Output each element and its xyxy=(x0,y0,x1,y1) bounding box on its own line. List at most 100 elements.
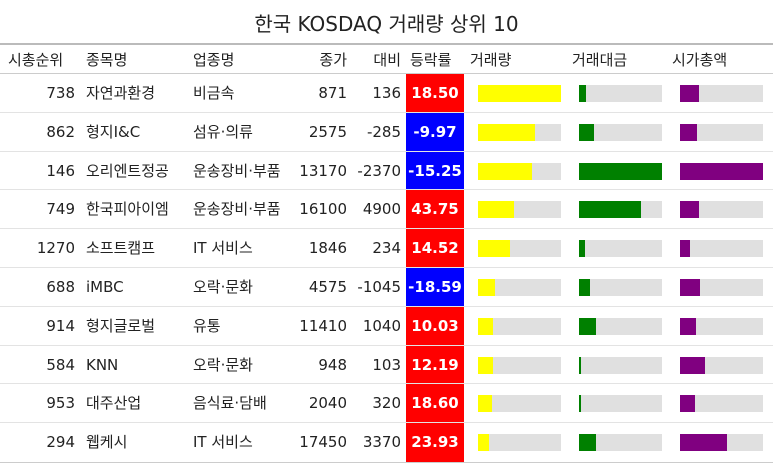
stock-name-cell: 대주산업 xyxy=(86,394,142,413)
change-cell: 1040 xyxy=(362,316,401,335)
close-price-cell: 871 xyxy=(318,84,347,102)
row-divider xyxy=(0,422,773,424)
volume-bar-track xyxy=(478,85,561,102)
top-rule xyxy=(0,43,773,45)
change-rate-cell: 18.60 xyxy=(406,384,464,424)
stock-name-cell: KNN xyxy=(86,355,119,374)
table-row: 738 자연과환경 비금속 871 136 18.50 xyxy=(0,74,773,113)
table-row: 862 형지I&C 섬유·의류 2575 -285 -9.97 xyxy=(0,112,773,152)
close-price-cell: 2575 xyxy=(308,122,347,141)
volume-bar-track xyxy=(478,395,561,413)
sector-cell: 비금속 xyxy=(193,84,235,102)
value-bar-track xyxy=(579,279,662,296)
change-rate-cell: 10.03 xyxy=(406,306,464,346)
change-rate-cell: -9.97 xyxy=(406,112,464,152)
mcap-bar-track xyxy=(680,279,763,296)
change-cell: 103 xyxy=(372,355,401,374)
stock-name-cell: 오리엔트정공 xyxy=(86,161,169,180)
value-bar xyxy=(579,240,585,258)
rank-cell: 914 xyxy=(46,316,75,335)
stock-name-cell: 형지글로벌 xyxy=(86,316,156,335)
table-row: 1270 소프트캠프 IT 서비스 1846 234 14.52 xyxy=(0,229,773,268)
volume-bar xyxy=(478,434,489,452)
sector-cell: 섬유·의류 xyxy=(193,122,253,141)
mcap-bar-track xyxy=(680,85,763,102)
mcap-bar xyxy=(680,85,700,102)
close-price-cell: 4575 xyxy=(308,278,347,296)
value-bar-track xyxy=(579,123,662,141)
value-bar-track xyxy=(579,240,662,258)
close-price-cell: 13170 xyxy=(299,161,347,180)
rank-cell: 688 xyxy=(46,278,75,296)
volume-bar-track xyxy=(478,434,561,452)
stock-name-cell: 웹케시 xyxy=(86,433,128,452)
sector-cell: 오락·문화 xyxy=(193,355,253,374)
volume-bar xyxy=(478,240,510,258)
header-change: 대비 xyxy=(373,51,401,69)
mcap-bar-track xyxy=(680,123,763,141)
rank-cell: 294 xyxy=(46,433,75,452)
volume-bar xyxy=(478,123,536,141)
mcap-bar xyxy=(680,434,728,452)
change-cell: 3370 xyxy=(362,433,401,452)
value-bar-track xyxy=(579,85,662,102)
row-divider xyxy=(0,111,773,113)
header-rank: 시총순위 xyxy=(8,51,64,69)
value-bar xyxy=(579,395,582,413)
rank-cell: 738 xyxy=(46,84,75,102)
volume-bar xyxy=(478,317,493,335)
value-bar xyxy=(579,201,642,219)
table-row: 914 형지글로벌 유통 11410 1040 10.03 xyxy=(0,306,773,346)
sector-cell: IT 서비스 xyxy=(193,433,253,452)
value-bar xyxy=(579,123,594,141)
change-rate-cell: -18.59 xyxy=(406,268,464,307)
sector-cell: 운송장비·부품 xyxy=(193,200,281,219)
header-name: 종목명 xyxy=(86,51,128,69)
mcap-bar xyxy=(680,162,763,180)
rank-cell: 1270 xyxy=(36,239,75,258)
value-bar xyxy=(579,279,590,296)
row-divider xyxy=(0,344,773,346)
mcap-bar xyxy=(680,240,690,258)
change-rate-cell: 14.52 xyxy=(406,229,464,268)
mcap-bar xyxy=(680,279,700,296)
value-bar-track xyxy=(579,356,662,374)
table-row: 584 KNN 오락·문화 948 103 12.19 xyxy=(0,345,773,385)
volume-bar-track xyxy=(478,356,561,374)
volume-bar-track xyxy=(478,162,561,180)
mcap-bar xyxy=(680,356,705,374)
volume-bar xyxy=(478,356,493,374)
volume-bar-track xyxy=(478,240,561,258)
table-title: 한국 KOSDAQ 거래량 상위 10 xyxy=(254,12,519,36)
mcap-bar xyxy=(680,395,695,413)
bottom-rule xyxy=(0,462,773,463)
volume-bar-track xyxy=(478,201,561,219)
volume-bar xyxy=(478,279,496,296)
sector-cell: 운송장비·부품 xyxy=(193,161,281,180)
mcap-bar-track xyxy=(680,317,763,335)
change-rate-cell: 23.93 xyxy=(406,423,464,462)
rank-cell: 146 xyxy=(46,161,75,180)
row-divider xyxy=(0,266,773,268)
header-close: 종가 xyxy=(319,51,347,69)
stock-name-cell: 형지I&C xyxy=(86,122,141,141)
mcap-bar xyxy=(680,201,700,219)
close-price-cell: 2040 xyxy=(308,394,347,413)
change-cell: -2370 xyxy=(357,161,401,180)
row-divider xyxy=(0,228,773,230)
volume-bar xyxy=(478,85,561,102)
value-bar-track xyxy=(579,162,662,180)
mcap-bar-track xyxy=(680,434,763,452)
volume-bar xyxy=(478,395,493,413)
sector-cell: 유통 xyxy=(193,316,221,335)
change-rate-cell: -15.25 xyxy=(406,151,464,191)
header-value: 거래대금 xyxy=(572,51,628,69)
stock-name-cell: iMBC xyxy=(86,278,124,296)
sector-cell: IT 서비스 xyxy=(193,239,253,258)
row-divider xyxy=(0,383,773,385)
header-rate: 등락률 xyxy=(410,51,452,69)
header-rule xyxy=(0,73,773,74)
close-price-cell: 11410 xyxy=(299,316,347,335)
change-cell: 234 xyxy=(372,239,401,258)
table-row: 294 웹케시 IT 서비스 17450 3370 23.93 xyxy=(0,423,773,462)
